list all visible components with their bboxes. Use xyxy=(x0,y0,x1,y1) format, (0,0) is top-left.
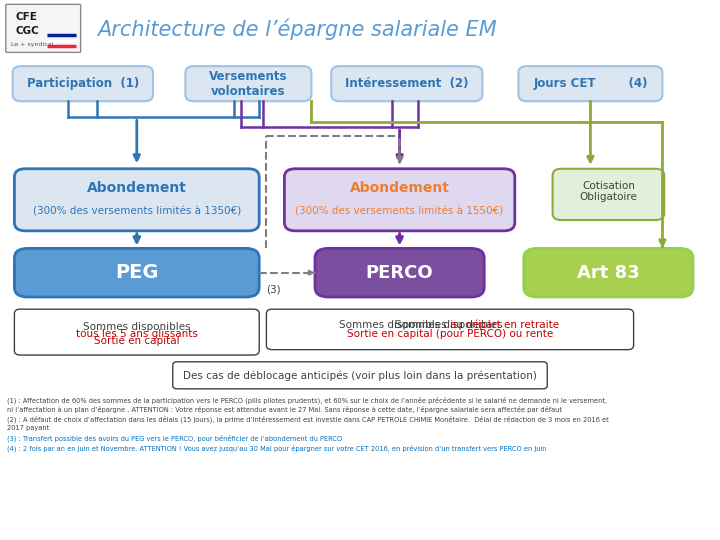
Text: Versements
volontaires: Versements volontaires xyxy=(209,70,288,98)
Text: CFE: CFE xyxy=(16,12,37,22)
FancyBboxPatch shape xyxy=(14,248,259,297)
Text: CGC: CGC xyxy=(16,25,40,36)
FancyBboxPatch shape xyxy=(315,248,485,297)
Text: Des cas de déblocage anticipés (voir plus loin dans la présentation): Des cas de déblocage anticipés (voir plu… xyxy=(183,370,537,381)
Text: (4) : 2 fois par an en Juin et Novembre. ATTENTION ! Vous avez jusqu’au 30 Mai p: (4) : 2 fois par an en Juin et Novembre.… xyxy=(7,444,546,451)
FancyBboxPatch shape xyxy=(553,168,665,220)
Text: (3): (3) xyxy=(266,285,281,295)
Text: Le + syndical: Le + syndical xyxy=(11,42,53,47)
FancyBboxPatch shape xyxy=(518,66,662,102)
Text: (1) : Affectation de 60% des sommes de la participation vers le PERCO (pills pil: (1) : Affectation de 60% des sommes de l… xyxy=(7,397,607,404)
Text: (2) : A défaut de choix d’affectation dans les délais (15 jours), la prime d’int: (2) : A défaut de choix d’affectation da… xyxy=(7,416,609,423)
Text: Sortie en capital (pour PERCO) ou rente: Sortie en capital (pour PERCO) ou rente xyxy=(347,329,553,339)
Text: (3) : Transfert possible des avoirs du PEG vers le PERCO, pour bénéficier de l’a: (3) : Transfert possible des avoirs du P… xyxy=(7,435,343,442)
FancyBboxPatch shape xyxy=(331,66,482,102)
FancyBboxPatch shape xyxy=(6,4,81,52)
Text: PERCO: PERCO xyxy=(366,264,433,282)
FancyBboxPatch shape xyxy=(524,248,693,297)
Text: Sortie en capital: Sortie en capital xyxy=(94,336,179,346)
Text: PEG: PEG xyxy=(115,263,158,282)
FancyBboxPatch shape xyxy=(14,309,259,355)
Text: 2017 payant: 2017 payant xyxy=(7,426,50,431)
Text: Jours CET        (4): Jours CET (4) xyxy=(533,77,648,90)
Text: (300% des versements limités à 1550€): (300% des versements limités à 1550€) xyxy=(295,207,504,217)
Text: tous les 5 ans glissants: tous les 5 ans glissants xyxy=(76,329,198,339)
Text: Participation  (1): Participation (1) xyxy=(27,77,139,90)
Text: Art 83: Art 83 xyxy=(577,264,640,282)
FancyBboxPatch shape xyxy=(185,66,311,102)
Text: Sommes disponibles: Sommes disponibles xyxy=(339,320,450,330)
Text: Cotisation
Obligatoire: Cotisation Obligatoire xyxy=(580,181,637,202)
Text: Abondement: Abondement xyxy=(350,181,449,195)
FancyBboxPatch shape xyxy=(173,362,547,389)
Text: (300% des versements limités à 1350€): (300% des versements limités à 1350€) xyxy=(32,207,241,217)
Text: Sommes disponibles: Sommes disponibles xyxy=(83,322,191,332)
FancyBboxPatch shape xyxy=(13,66,153,102)
Text: Intéressement  (2): Intéressement (2) xyxy=(345,77,469,90)
Text: Architecture de l’épargne salariale EM: Architecture de l’épargne salariale EM xyxy=(97,19,497,40)
Text: Sommes disponibles: Sommes disponibles xyxy=(395,320,505,330)
Text: au départ en retraite: au départ en retraite xyxy=(450,320,559,330)
Text: ni l’affectation à un plan d’épargne . ATTENTION : Votre réponse est attendue av: ni l’affectation à un plan d’épargne . A… xyxy=(7,406,562,413)
FancyBboxPatch shape xyxy=(266,309,634,350)
Text: Abondement: Abondement xyxy=(87,181,186,195)
FancyBboxPatch shape xyxy=(14,168,259,231)
FancyBboxPatch shape xyxy=(284,168,515,231)
